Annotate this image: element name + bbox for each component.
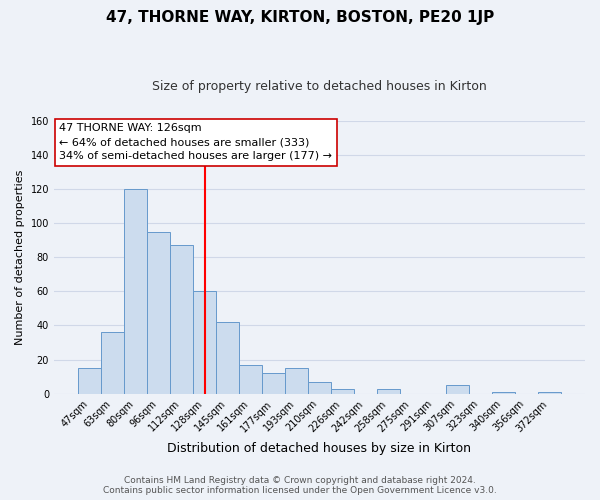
- Bar: [492, 392, 515, 394]
- Bar: [124, 189, 147, 394]
- Bar: [101, 332, 124, 394]
- Title: Size of property relative to detached houses in Kirton: Size of property relative to detached ho…: [152, 80, 487, 93]
- Bar: [239, 365, 262, 394]
- Bar: [78, 368, 101, 394]
- Bar: [446, 386, 469, 394]
- Bar: [308, 382, 331, 394]
- Bar: [331, 388, 354, 394]
- Y-axis label: Number of detached properties: Number of detached properties: [15, 170, 25, 345]
- Bar: [538, 392, 561, 394]
- Bar: [216, 322, 239, 394]
- Bar: [377, 388, 400, 394]
- Bar: [170, 245, 193, 394]
- Bar: [285, 368, 308, 394]
- X-axis label: Distribution of detached houses by size in Kirton: Distribution of detached houses by size …: [167, 442, 472, 455]
- Text: 47, THORNE WAY, KIRTON, BOSTON, PE20 1JP: 47, THORNE WAY, KIRTON, BOSTON, PE20 1JP: [106, 10, 494, 25]
- Bar: [147, 232, 170, 394]
- Bar: [262, 374, 285, 394]
- Text: Contains HM Land Registry data © Crown copyright and database right 2024.
Contai: Contains HM Land Registry data © Crown c…: [103, 476, 497, 495]
- Text: 47 THORNE WAY: 126sqm
← 64% of detached houses are smaller (333)
34% of semi-det: 47 THORNE WAY: 126sqm ← 64% of detached …: [59, 124, 332, 162]
- Bar: [193, 292, 216, 394]
